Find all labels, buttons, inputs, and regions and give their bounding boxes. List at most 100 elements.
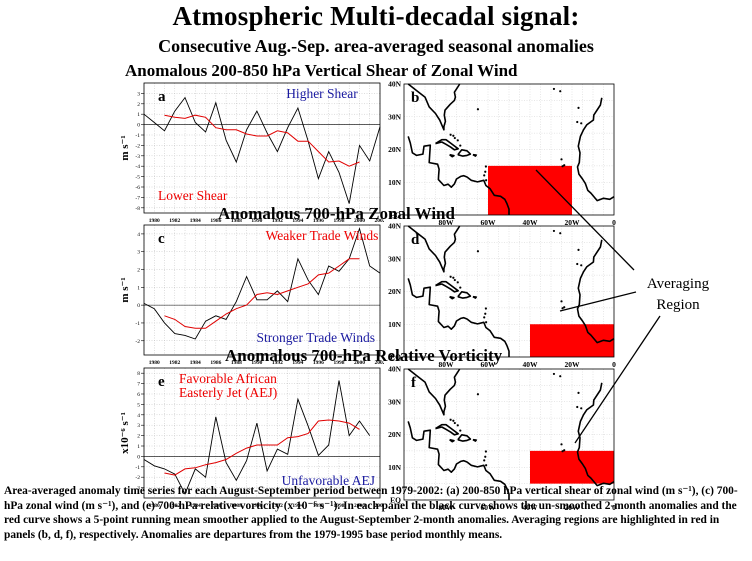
coastline-jamaica bbox=[449, 438, 455, 443]
y-tick-label: 2 bbox=[137, 434, 140, 440]
y-tick-label: 7 bbox=[137, 382, 140, 388]
y-tick-label: 2 bbox=[137, 268, 140, 274]
coastline-cuba bbox=[435, 138, 459, 151]
lon-label: 80W bbox=[439, 503, 455, 512]
x-tick-label: 2000 bbox=[354, 218, 365, 224]
island-dot bbox=[484, 450, 487, 453]
plot-frame bbox=[143, 82, 381, 214]
x-tick-label: 1992 bbox=[272, 360, 283, 366]
coastline-hispaniola bbox=[457, 291, 472, 299]
coastline-americas bbox=[407, 368, 461, 416]
x-tick-label: 2000 bbox=[354, 360, 365, 366]
y-tick-label: 3 bbox=[137, 250, 140, 256]
lat-label: 30N bbox=[388, 397, 402, 406]
lower-annotation: Unfavorable AEJ bbox=[282, 473, 375, 488]
x-tick-label: 2002 bbox=[375, 503, 385, 509]
upper-annotation: Easterly Jet (AEJ) bbox=[179, 385, 277, 400]
smoothed-anomaly-line bbox=[164, 114, 360, 167]
island-dot bbox=[476, 108, 480, 111]
island-dot bbox=[485, 464, 488, 467]
panel-letter: c bbox=[158, 231, 165, 247]
y-tick-label: 4 bbox=[137, 232, 140, 238]
map-panel-letter: d bbox=[411, 232, 420, 248]
chart-c-zonal-wind: -2 -1 0 1 2 3 4 1980 1982 1984 1986 1988 1990 1992 199… bbox=[119, 224, 385, 366]
lat-label: 20N bbox=[388, 430, 402, 439]
coastline-gulf bbox=[407, 278, 510, 357]
x-tick-label: 1988 bbox=[231, 218, 242, 224]
island-dot bbox=[577, 391, 580, 395]
y-tick-label: -2 bbox=[135, 475, 140, 481]
x-tick-label: 1986 bbox=[210, 218, 221, 224]
island-dot bbox=[577, 248, 580, 252]
averaging-label-line1: Averaging bbox=[646, 276, 710, 292]
y-tick-label: 8 bbox=[137, 371, 140, 377]
x-tick-label: 2000 bbox=[354, 503, 365, 509]
map-f: 40N 30N 20N 10N EQ 80W 60W 40W 20W 0 f bbox=[388, 365, 616, 512]
island-dot bbox=[561, 165, 564, 168]
averaging-region bbox=[488, 165, 572, 215]
figure-caption: Area-averaged anomaly time series for ea… bbox=[4, 485, 738, 541]
island-dot bbox=[552, 229, 556, 233]
lon-label: 80W bbox=[439, 360, 455, 369]
island-dot bbox=[561, 450, 564, 453]
y-tick-label: -1 bbox=[135, 133, 140, 139]
x-tick-label: 1986 bbox=[210, 360, 221, 366]
island-dot bbox=[576, 120, 579, 124]
x-tick-label: 1992 bbox=[272, 503, 283, 509]
island-dot bbox=[484, 455, 487, 458]
averaging-label-line2: Region bbox=[656, 297, 700, 313]
island-dot bbox=[484, 165, 487, 168]
lon-label: 20W bbox=[565, 360, 581, 369]
y-tick-label: -3 bbox=[135, 154, 140, 160]
x-tick-label: 1992 bbox=[272, 218, 283, 224]
plot-frame bbox=[143, 367, 381, 499]
panel-letter: a bbox=[158, 89, 166, 105]
x-tick-label: 1996 bbox=[313, 218, 324, 224]
x-tick-label: 1996 bbox=[313, 360, 324, 366]
y-tick-label: 1 bbox=[137, 285, 140, 291]
island-dot bbox=[563, 449, 566, 452]
subtitle: Consecutive Aug.-Sep. area-averaged seas… bbox=[158, 36, 594, 56]
island-dot bbox=[452, 134, 455, 137]
y-tick-label: 5 bbox=[137, 402, 140, 408]
x-tick-label: 1982 bbox=[169, 360, 180, 366]
lon-label: 60W bbox=[481, 360, 497, 369]
island-dot bbox=[559, 232, 562, 235]
y-tick-label: -7 bbox=[135, 195, 140, 201]
lat-label: EQ bbox=[390, 211, 401, 220]
lat-label: 40N bbox=[388, 80, 402, 89]
island-dot bbox=[452, 276, 455, 279]
lon-label: 80W bbox=[439, 218, 455, 227]
island-dot bbox=[580, 264, 583, 267]
island-dot bbox=[449, 418, 452, 421]
coastline-cuba bbox=[435, 423, 459, 436]
x-tick-label: 1988 bbox=[231, 360, 242, 366]
x-tick-label: 1980 bbox=[149, 360, 160, 366]
x-tick-label: 1996 bbox=[313, 503, 324, 509]
island-dot bbox=[483, 174, 486, 177]
panel-title-shear: Anomalous 200-850 hPa Vertical Shear of … bbox=[125, 61, 518, 80]
x-tick-label: 1994 bbox=[292, 503, 303, 509]
x-tick-label: 1998 bbox=[333, 503, 344, 509]
y-axis-label: m s⁻¹ bbox=[119, 135, 131, 160]
island-dot bbox=[459, 144, 462, 147]
x-tick-label: 1990 bbox=[251, 503, 262, 509]
island-dot bbox=[561, 307, 564, 310]
island-dot bbox=[459, 286, 462, 289]
lon-label: 60W bbox=[481, 218, 497, 227]
island-dot bbox=[560, 158, 563, 161]
x-tick-label: 1980 bbox=[149, 503, 160, 509]
island-dot bbox=[453, 421, 456, 425]
island-dot bbox=[484, 170, 487, 173]
lat-label: 40N bbox=[388, 222, 402, 231]
y-tick-label: 0 bbox=[137, 454, 140, 460]
lon-label: 40W bbox=[523, 218, 539, 227]
island-dot bbox=[576, 405, 579, 409]
coastline-puerto bbox=[472, 153, 477, 157]
x-tick-label: 2002 bbox=[375, 360, 385, 366]
lat-label: 10N bbox=[388, 320, 402, 329]
lon-label: 20W bbox=[565, 503, 581, 512]
island-dot bbox=[449, 275, 452, 278]
lat-label: EQ bbox=[390, 496, 401, 505]
lat-label: EQ bbox=[390, 353, 401, 362]
